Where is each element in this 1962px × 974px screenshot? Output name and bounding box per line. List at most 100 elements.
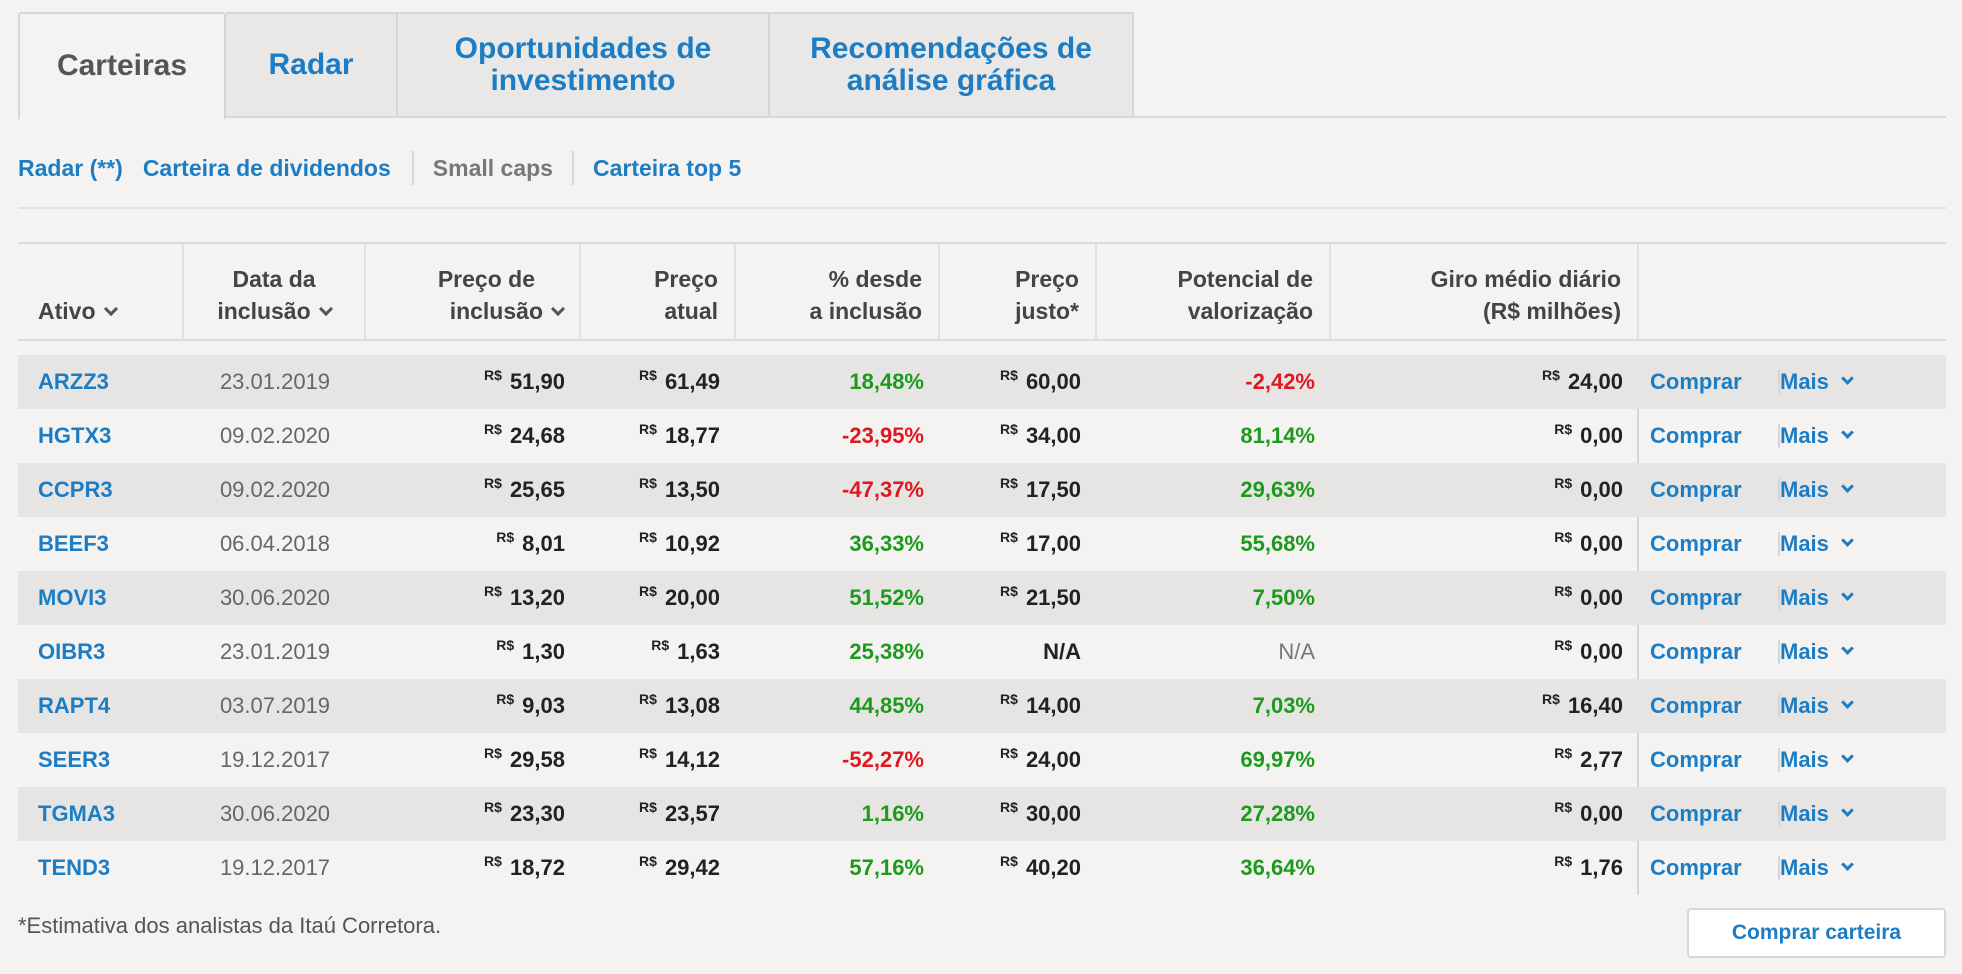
cell-potencial: N/A: [1278, 639, 1315, 664]
table-row: CCPR3 09.02.2020 R$ 25,65 R$ 13,50 -47,37% R$ 17…: [18, 463, 1946, 517]
ticker-link[interactable]: SEER3: [38, 747, 111, 772]
currency-symbol: R$: [1554, 637, 1573, 653]
cell-preco-justo: N/A: [1043, 639, 1081, 664]
cell-potencial: 27,28%: [1240, 801, 1315, 826]
table-row: MOVI3 30.06.2020 R$ 13,20 R$ 20,00 51,52% R$ 21,…: [18, 571, 1946, 625]
more-dropdown[interactable]: Mais: [1780, 693, 1854, 719]
tab-recomendacoes-label: Recomendações de análise gráfica: [810, 32, 1092, 97]
cell-preco-inclusao: R$ 13,20: [484, 583, 565, 610]
cell-mais: Mais: [1780, 355, 1854, 409]
ticker-link[interactable]: TEND3: [38, 855, 111, 880]
cell-mais: Mais: [1780, 787, 1854, 841]
ticker-link[interactable]: RAPT4: [38, 693, 111, 718]
buy-button[interactable]: Comprar: [1650, 585, 1742, 610]
buy-button[interactable]: Comprar: [1650, 369, 1742, 394]
action-separator: [1778, 640, 1780, 664]
cell-potencial: 7,50%: [1252, 585, 1315, 610]
col-potencial: Potencial de valorização: [1097, 244, 1331, 341]
cell-preco-inclusao: R$ 18,72: [484, 853, 565, 880]
currency-symbol: R$: [1000, 421, 1018, 437]
currency-symbol: R$: [484, 583, 502, 599]
tab-radar[interactable]: Radar: [226, 12, 398, 118]
cell-preco-inclusao: R$ 23,30: [484, 799, 565, 826]
ticker-link[interactable]: BEEF3: [38, 531, 109, 556]
cell-giro: R$ 0,00: [1554, 583, 1623, 610]
cell-potencial: 36,64%: [1240, 855, 1315, 880]
cell-giro: R$ 24,00: [1542, 367, 1623, 394]
more-dropdown[interactable]: Mais: [1780, 477, 1854, 503]
buy-button[interactable]: Comprar: [1650, 423, 1742, 448]
cell-desde-inclusao: 51,52%: [849, 585, 924, 610]
currency-symbol: R$: [639, 583, 657, 599]
currency-symbol: R$: [1000, 583, 1018, 599]
more-dropdown[interactable]: Mais: [1780, 855, 1854, 881]
footnote: *Estimativa dos analistas da Itaú Corret…: [18, 913, 442, 938]
currency-symbol: R$: [1000, 367, 1018, 383]
ticker-link[interactable]: MOVI3: [38, 585, 107, 610]
subnav-carteira-top5[interactable]: Carteira top 5: [592, 154, 742, 181]
cell-preco-justo: R$ 60,00: [1000, 367, 1081, 394]
cell-potencial: 55,68%: [1240, 531, 1315, 556]
chevron-down-icon: [1841, 695, 1854, 709]
cell-desde-inclusao: -23,95%: [842, 423, 924, 448]
buy-portfolio-button[interactable]: Comprar carteira: [1687, 908, 1946, 958]
table-row: BEEF3 06.04.2018 R$ 8,01 R$ 10,92 36,33% R$ 17,0…: [18, 517, 1946, 571]
ticker-link[interactable]: OIBR3: [38, 639, 106, 664]
buy-button[interactable]: Comprar: [1650, 477, 1742, 502]
currency-symbol: R$: [484, 745, 502, 761]
more-dropdown[interactable]: Mais: [1780, 369, 1854, 395]
table-row: ARZZ3 23.01.2019 R$ 51,90 R$ 61,49 18,48% R$ 60,…: [18, 355, 1946, 409]
currency-symbol: R$: [639, 691, 657, 707]
action-separator: [1778, 586, 1780, 610]
sort-chevron-icon: [318, 301, 333, 316]
tab-recomendacoes[interactable]: Recomendações de análise gráfica: [770, 12, 1134, 118]
cell-preco-inclusao: R$ 51,90: [484, 367, 565, 394]
cell-potencial: -2,42%: [1245, 369, 1315, 394]
col-preco-inclusao[interactable]: Preço de inclusão: [366, 244, 581, 341]
buy-button[interactable]: Comprar: [1650, 531, 1742, 556]
cell-comprar: Comprar: [1650, 679, 1742, 733]
more-dropdown[interactable]: Mais: [1780, 801, 1854, 827]
cell-data-inclusao: 19.12.2017: [219, 747, 331, 772]
currency-symbol: R$: [1542, 691, 1560, 707]
currency-symbol: R$: [639, 421, 657, 437]
cell-preco-inclusao: R$ 8,01: [496, 529, 565, 556]
chevron-down-icon: [1841, 587, 1854, 601]
buy-button[interactable]: Comprar: [1650, 855, 1742, 880]
more-dropdown[interactable]: Mais: [1780, 531, 1854, 557]
cell-ativo: OIBR3: [38, 625, 105, 679]
portfolio-subnav: Radar (**) Carteira de dividendos Small …: [18, 151, 742, 185]
cell-preco-justo: R$ 34,00: [1000, 421, 1081, 448]
currency-symbol: R$: [484, 421, 502, 437]
currency-symbol: R$: [1000, 799, 1018, 815]
col-ativo[interactable]: Ativo: [18, 244, 184, 341]
buy-button[interactable]: Comprar: [1650, 639, 1742, 664]
tab-carteiras[interactable]: Carteiras: [18, 12, 226, 120]
subnav-separator: [411, 151, 414, 185]
ticker-link[interactable]: HGTX3: [38, 423, 112, 448]
col-preco-justo: Preço justo*: [940, 244, 1097, 341]
more-dropdown[interactable]: Mais: [1780, 423, 1854, 449]
cell-preco-inclusao: R$ 1,30: [496, 637, 565, 664]
ticker-link[interactable]: TGMA3: [38, 801, 115, 826]
cell-desde-inclusao: 36,33%: [849, 531, 924, 556]
subnav-radar[interactable]: Radar (**): [18, 154, 123, 181]
more-dropdown[interactable]: Mais: [1780, 585, 1854, 611]
ticker-link[interactable]: CCPR3: [38, 477, 113, 502]
cell-preco-justo: R$ 21,50: [1000, 583, 1081, 610]
cell-data-inclusao: 03.07.2019: [219, 693, 331, 718]
cell-ativo: RAPT4: [38, 679, 110, 733]
currency-symbol: R$: [496, 691, 515, 707]
cell-preco-justo: R$ 14,00: [1000, 691, 1081, 718]
more-dropdown[interactable]: Mais: [1780, 639, 1854, 665]
ticker-link[interactable]: ARZZ3: [38, 369, 109, 394]
cell-preco-justo: R$ 40,20: [1000, 853, 1081, 880]
subnav-carteira-dividendos[interactable]: Carteira de dividendos: [142, 154, 391, 181]
subnav-small-caps[interactable]: Small caps: [432, 154, 553, 181]
buy-button[interactable]: Comprar: [1650, 693, 1742, 718]
tab-oportunidades[interactable]: Oportunidades de investimento: [398, 12, 770, 118]
buy-button[interactable]: Comprar: [1650, 801, 1742, 826]
more-dropdown[interactable]: Mais: [1780, 747, 1854, 773]
buy-button[interactable]: Comprar: [1650, 747, 1742, 772]
col-data-inclusao[interactable]: Data da inclusão: [184, 244, 366, 341]
